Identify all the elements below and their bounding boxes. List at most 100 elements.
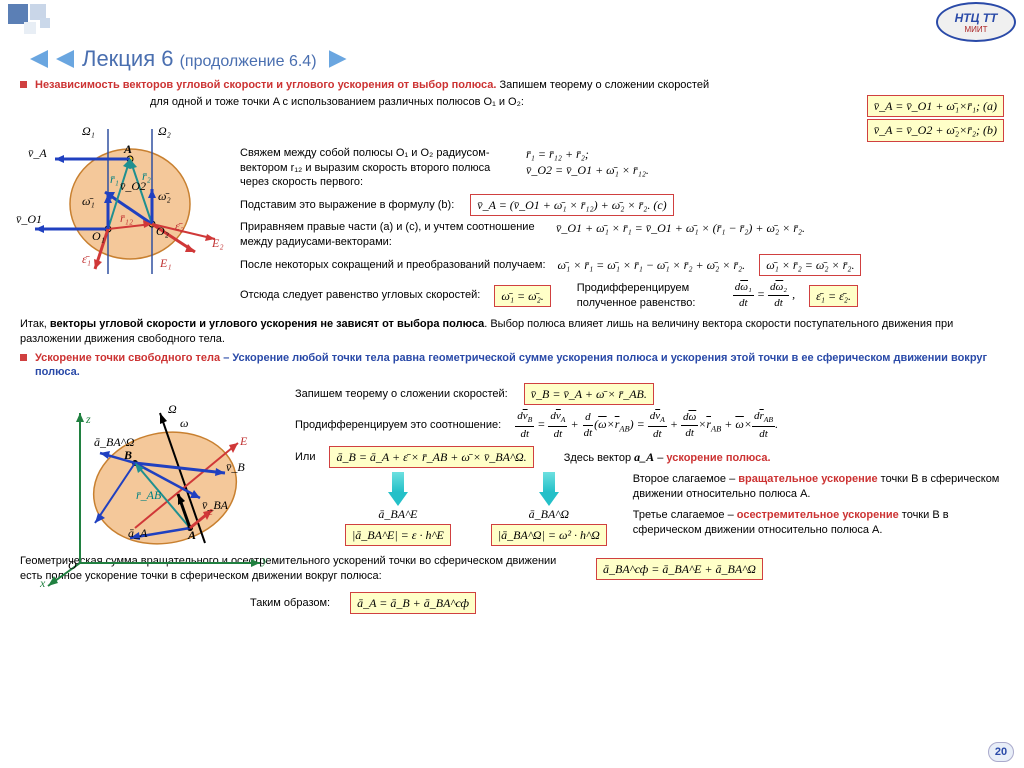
eq-v: v̄_B = v̄_A + ω̄ × r̄_AB.: [524, 383, 654, 405]
nav-prev-icon[interactable]: [30, 50, 48, 68]
eq-c: v̄_A = (v̄_O1 + ω̄₁ × r̄₁₂) + ω̄₂ × r̄₂.…: [470, 194, 673, 216]
d2-eps: ε: [208, 504, 213, 519]
section2-heading: Ускорение точки свободного тела – Ускоре…: [20, 351, 1004, 380]
s1-p1: Свяжем между собой полюсы O₁ и O₂ радиус…: [240, 146, 520, 191]
d2-vBA: v̄_BA: [202, 498, 228, 513]
s2-p6: Третье слагаемое – осестремительное уско…: [633, 508, 1004, 538]
diagram-two-poles: Ω₁ Ω₂ A v̄_A v̄_O1 r̄₁ r̄₂ v̄_O2 ω̄₁ ω̄₂…: [20, 124, 230, 284]
eq-eq3: ω̄₁ × r̄₂ = ω̄₂ × r̄₂.: [759, 254, 861, 276]
s2-p8: Таким образом:: [250, 596, 330, 611]
s1-p5: Отсюда следует равенство угловых скорост…: [240, 288, 480, 303]
p6b: осестремительное ускорение: [737, 509, 899, 521]
d2-aA: ā_A: [128, 526, 147, 541]
eq-diff-long: dvBdt = dvAdt + ddt(ω×rAB) = dvAdt + dωd…: [515, 409, 778, 441]
d2-Omega: Ω: [168, 402, 177, 417]
s1-conclusion: Итак, векторы угловой скорости и угловог…: [20, 317, 1004, 347]
logo-text-1: НТЦ ТТ: [955, 11, 998, 25]
bullet-icon: [20, 81, 27, 88]
d1-vO1: v̄_O1: [16, 212, 42, 227]
bullet-icon: [20, 354, 27, 361]
nav-next-icon[interactable]: [329, 50, 347, 68]
eq-w: ω̄₁ = ω̄₂.: [494, 285, 550, 307]
s1-p3-row: Приравняем правые части (a) и (c), и учт…: [240, 220, 1004, 250]
d1-r1: r̄₁: [110, 172, 119, 187]
eq-a-main: ā_B = ā_A + ε̄ × r̄_AB + ω̄ × v̄_BA^Ω.: [329, 446, 533, 468]
d2-B: B: [124, 448, 132, 463]
d2-aBAO: ā_BA^Ω: [94, 435, 134, 450]
d2-z: z: [86, 412, 91, 427]
s2-p8-row: Таким образом: ā_A = ā_B + ā_BA^сф: [250, 592, 1004, 614]
s1-p5-row: Отсюда следует равенство угловых скорост…: [50, 280, 1004, 311]
arrow-down-tip: [539, 492, 559, 506]
s1-line2-row: для одной и тоже точки A с использование…: [150, 95, 1004, 141]
s1-p2: Подставим это выражение в формулу (b):: [240, 198, 454, 213]
d1-E1: E₁: [160, 256, 172, 271]
s2-p4-red: ускорение полюса.: [666, 452, 770, 464]
d1-omega1: Ω₁: [82, 124, 95, 139]
s1-eqs-r: r̄₁ = r̄₁₂ + r̄₂; v̄_O2 = v̄_O1 + ω̄₁ × …: [526, 146, 649, 178]
p5b: вращательное ускорение: [738, 473, 877, 485]
s2-p4: Здесь вектор a_A – ускорение полюса.: [564, 449, 771, 466]
p6a: Третье слагаемое –: [633, 509, 737, 521]
s2-p1: Запишем теорему о сложении скоростей:: [295, 387, 508, 402]
s1-p4-row: После некоторых сокращений и преобразова…: [240, 254, 1004, 276]
concl-pre: Итак,: [20, 318, 50, 330]
d2-rAB: r̄_AB: [136, 488, 161, 503]
s1-p3: Приравняем правые части (a) и (c), и учт…: [240, 220, 540, 250]
d1-w2: ω̄₂: [158, 189, 171, 204]
s2-p2: Продифференцируем это соотношение:: [295, 418, 501, 433]
nav-back-icon[interactable]: [56, 50, 74, 68]
arr-lbl1: ā_BA^E: [378, 506, 417, 522]
s1-cont: Запишем теорему о сложении скоростей: [496, 79, 709, 91]
arrow-down-tip: [388, 492, 408, 506]
d2-omega: ω: [180, 416, 188, 431]
title-sub: (продолжение 6.4): [180, 53, 317, 70]
eq-r: r̄₁ = r̄₁₂ + r̄₂;: [526, 146, 649, 162]
d2-E: E: [240, 434, 247, 449]
logo: НТЦ ТТ МИИТ: [936, 2, 1016, 42]
page-number: 20: [988, 742, 1014, 762]
d1-w1: ω̄₁: [82, 194, 95, 209]
d2-vB: v̄_B: [226, 460, 245, 475]
title-nav: Лекция 6 (продолжение 6.4): [30, 46, 347, 72]
section1-body: Свяжем между собой полюсы O₁ и O₂ радиус…: [240, 146, 1004, 311]
s2-p5: Второе слагаемое – вращательное ускорени…: [633, 472, 1004, 502]
eq-vo2: v̄_O2 = v̄_O1 + ω̄₁ × r̄₁₂.: [526, 162, 649, 178]
arrow-col-1: ā_BA^E |ā_BA^E| = ε · h^E: [345, 472, 451, 546]
s2-p2-row: Продифференцируем это соотношение: dvBdt…: [295, 409, 1004, 441]
p5a: Второе слагаемое –: [633, 473, 738, 485]
d1-vA: v̄_A: [28, 146, 47, 161]
arrow-down-icon: [392, 472, 404, 492]
d1-E2: E₂: [212, 236, 224, 251]
content: Независимость векторов угловой скорости …: [20, 78, 1004, 758]
page-title: Лекция 6 (продолжение 6.4): [82, 46, 317, 72]
s2-p1-row: Запишем теорему о сложении скоростей: v̄…: [295, 383, 1004, 405]
s1-bold: Независимость векторов угловой скорости …: [35, 79, 496, 91]
eq-mag2: |ā_BA^Ω| = ω² · h^Ω: [491, 524, 607, 546]
eq-final: ā_A = ā_B + ā_BA^сф: [350, 592, 476, 614]
decor-square: [8, 4, 28, 24]
arrow-col-2: ā_BA^Ω |ā_BA^Ω| = ω² · h^Ω: [491, 472, 607, 546]
logo-text-2: МИИТ: [964, 25, 987, 34]
arrows-block: ā_BA^E |ā_BA^E| = ε · h^E ā_BA^Ω |ā_BA^Ω…: [345, 472, 607, 546]
eq-eq1: v̄_O1 + ω̄₁ × r̄₁ = v̄_O1 + ω̄₁ × (r̄₁ −…: [556, 220, 805, 236]
eq-a: v̄_A = v̄_O1 + ω̄₁×r̄₁; (a): [867, 95, 1004, 117]
eq-eq2: ω̄₁ × r̄₁ = ω̄₁ × r̄₁ − ω̄₁ × r̄₂ + ω̄₂ …: [558, 257, 746, 273]
d1-O2: O₂: [156, 224, 169, 239]
section1-text: Независимость векторов угловой скорости …: [35, 78, 709, 92]
d1-O1: O₁: [92, 229, 105, 244]
d2-y: y: [262, 553, 267, 568]
s1-p6: Продифференцируем полученное равенство:: [577, 281, 727, 311]
eq-diff: dω₁dt = dω₂dt ,: [733, 280, 795, 311]
s1-p2-row: Подставим это выражение в формулу (b): v…: [240, 194, 1004, 216]
d2-x: x: [40, 576, 45, 591]
d1-eps2: ε̄₂: [175, 219, 184, 234]
s1-line2: для одной и тоже точки A с использование…: [150, 95, 524, 110]
s2-p4-var: a_A: [634, 450, 654, 464]
d1-vO2: v̄_O2: [120, 179, 146, 194]
d1-eps1: ε̄₁: [82, 252, 91, 267]
topbar: НТЦ ТТ МИИТ: [0, 0, 1024, 40]
diagram-free-body: z y x O Ω ω E B A v̄_B v̄_BA r̄_AB ā_A ā…: [40, 398, 280, 588]
d2-A: A: [188, 528, 196, 543]
s1-p1-row: Свяжем между собой полюсы O₁ и O₂ радиус…: [240, 146, 1004, 191]
